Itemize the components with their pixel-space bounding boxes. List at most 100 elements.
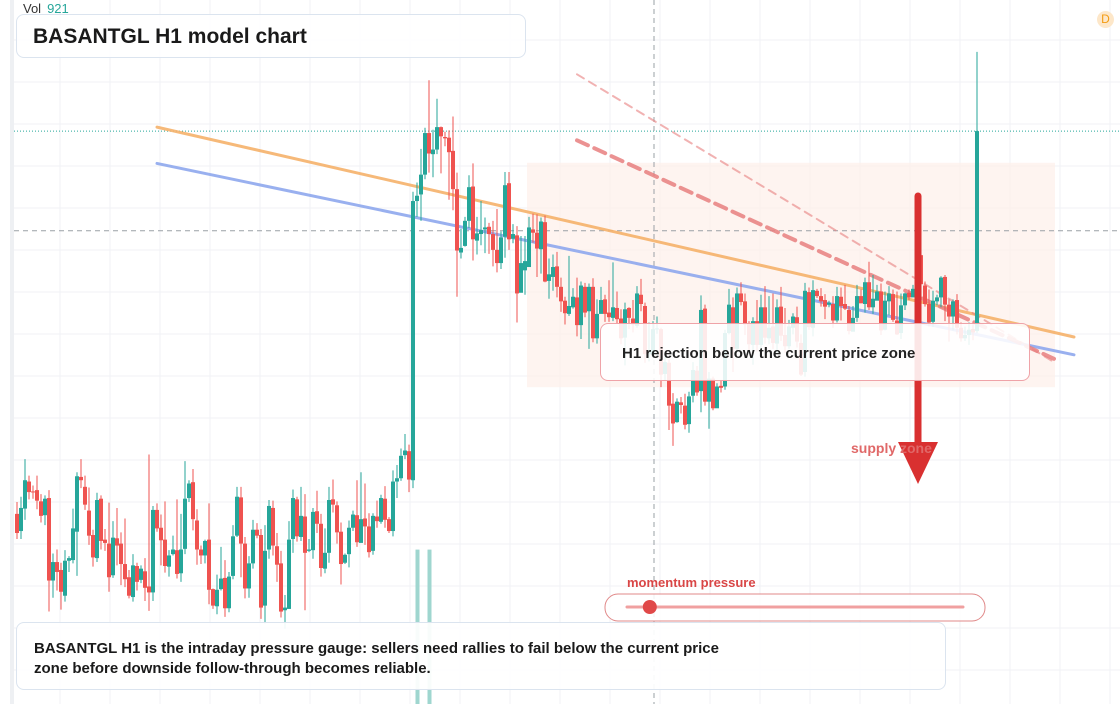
candle-body: [531, 229, 535, 233]
candle-body: [491, 234, 495, 250]
candle: [95, 492, 99, 563]
candle: [575, 277, 579, 337]
candle: [123, 518, 127, 588]
candle: [939, 276, 943, 308]
interval-badge[interactable]: D: [1097, 11, 1114, 28]
candle-body: [155, 509, 159, 529]
candle-body: [579, 285, 583, 326]
candle: [227, 571, 231, 613]
candle-body: [167, 555, 171, 567]
candle-body: [823, 300, 827, 307]
candle-body: [947, 304, 951, 317]
candle-body: [451, 150, 455, 190]
candle-body: [863, 282, 867, 304]
candle-body: [899, 305, 903, 334]
candle: [55, 549, 59, 591]
candle: [671, 393, 675, 446]
candle-body: [811, 290, 815, 328]
candle: [823, 294, 827, 320]
candle-body: [15, 513, 19, 534]
candle-body: [115, 538, 119, 546]
candle-body: [279, 563, 283, 612]
candle-body: [455, 189, 459, 251]
candle-body: [247, 563, 251, 589]
candle: [871, 274, 875, 314]
candle: [531, 213, 535, 243]
candle: [179, 513, 183, 582]
candle: [407, 444, 411, 493]
candle: [299, 486, 303, 541]
momentum-gauge-label: momentum pressure: [627, 575, 756, 590]
candle: [315, 490, 319, 534]
candle: [19, 496, 23, 539]
candle: [819, 288, 823, 307]
candle-body: [447, 137, 451, 153]
candle-body: [827, 302, 831, 305]
candle: [303, 494, 307, 611]
candle: [351, 510, 355, 532]
candle-body: [371, 515, 375, 551]
candle: [363, 483, 367, 545]
candle: [395, 465, 399, 499]
arrow-layer: [898, 192, 938, 484]
candle: [507, 172, 511, 250]
candle-body: [283, 607, 287, 611]
candle-body: [55, 562, 59, 572]
candle: [15, 502, 19, 539]
candle-body: [183, 498, 187, 549]
candle-body: [195, 520, 199, 550]
candle: [419, 148, 423, 221]
candle-body: [199, 549, 203, 556]
candle: [143, 558, 147, 601]
trendline-channel-upper: [576, 73, 1055, 364]
candle-body: [683, 405, 687, 425]
candle: [271, 500, 275, 556]
candle-body: [159, 527, 163, 541]
candle: [835, 286, 839, 323]
candle: [595, 299, 599, 344]
rejection-callout: H1 rejection below the current price zon…: [600, 323, 1030, 381]
candle: [511, 224, 515, 244]
candle: [679, 397, 683, 414]
candle-body: [399, 455, 403, 479]
candle-body: [639, 294, 643, 304]
candle-body: [463, 220, 467, 246]
candle-body: [331, 499, 335, 505]
candle-body: [403, 450, 407, 456]
candle: [211, 588, 215, 609]
candle: [571, 288, 575, 309]
candle-body: [187, 483, 191, 499]
candle: [267, 500, 271, 559]
candle: [67, 556, 71, 572]
candle: [827, 300, 831, 308]
candle-body: [291, 498, 295, 539]
candle-body: [287, 539, 291, 609]
candle-body: [267, 505, 271, 550]
candle-body: [123, 564, 127, 580]
candle-body: [715, 386, 719, 409]
candle: [215, 574, 219, 615]
candle-body: [379, 498, 383, 522]
candle-body: [47, 498, 51, 581]
candle-body: [179, 549, 183, 574]
candle-body: [891, 294, 895, 320]
candle: [563, 296, 567, 325]
candle-body: [935, 297, 939, 302]
summary-card: BASANTGL H1 is the intraday pressure gau…: [16, 622, 946, 690]
candle: [443, 131, 447, 147]
candle-body: [807, 292, 811, 328]
candle-body: [887, 293, 891, 302]
candle-body: [415, 195, 419, 202]
candle-body: [711, 378, 715, 409]
candle: [863, 277, 867, 313]
candle-body: [459, 247, 463, 253]
candle-body: [119, 543, 123, 565]
candle: [463, 216, 467, 247]
candle: [91, 529, 95, 567]
candle-body: [719, 385, 723, 388]
candle-body: [163, 539, 167, 567]
candle-body: [323, 552, 327, 569]
candle-body: [275, 546, 279, 565]
candle: [79, 459, 83, 489]
candle-body: [375, 516, 379, 522]
